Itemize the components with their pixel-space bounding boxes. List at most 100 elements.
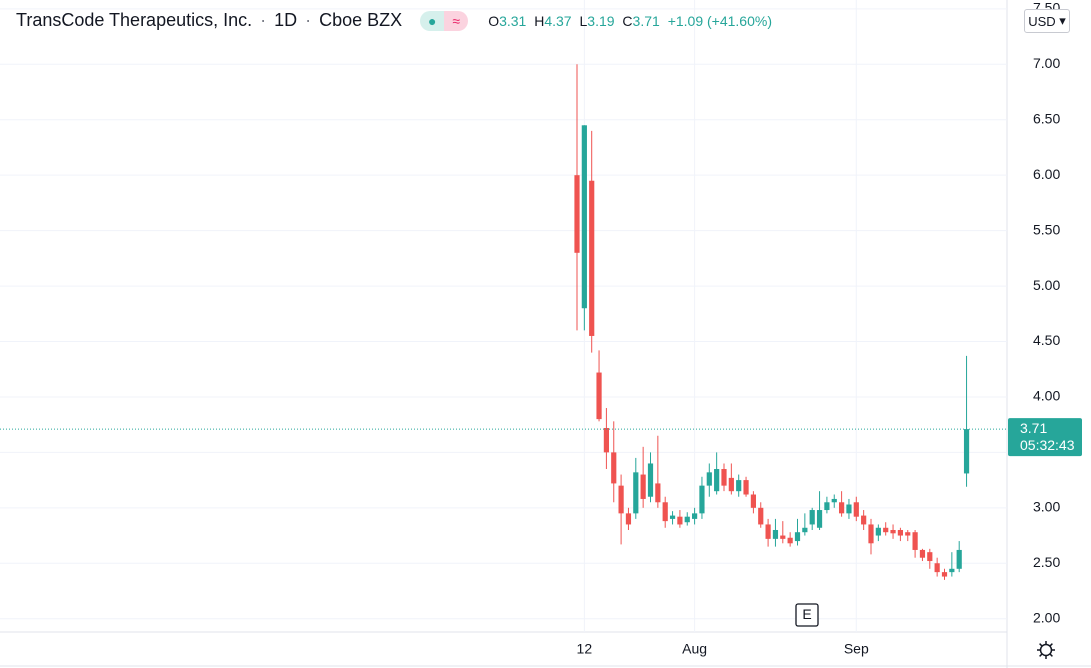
candle-body [706,472,712,486]
y-tick-label: 4.50 [1033,332,1060,348]
candle-body [905,532,911,536]
candle-body [853,502,859,517]
candles [574,64,970,580]
y-tick-label: 6.00 [1033,166,1060,182]
candle-body [596,372,602,420]
y-tick-label: 2.50 [1033,554,1060,570]
candle-body [949,568,955,573]
candle-body [662,502,668,522]
separator: · [305,10,312,30]
settings-icon[interactable] [1037,641,1055,659]
symbol-title: TransCode Therapeutics, Inc. [16,10,253,30]
y-tick-label: 5.50 [1033,221,1060,237]
candle-body [765,524,771,539]
candle-body [625,513,632,525]
ohlc-key: L [579,12,588,29]
ohlc-key: C [622,12,633,29]
x-tick-label: 12 [577,641,593,657]
separator: · [260,10,267,30]
ohlc-value: 3.31 [499,12,527,29]
candle-body [802,527,808,533]
delayed-icon[interactable]: ≈ [444,10,469,31]
currency-button[interactable]: USD ▾ [1024,9,1070,33]
candle-body [736,480,742,492]
candle-body [934,563,940,573]
y-tick-label: 5.00 [1033,277,1060,293]
candle-body [640,474,646,499]
x-tick-label: Sep [844,641,869,657]
candle-body [861,515,867,525]
ohlc-value: 3.71 [632,12,660,29]
ohlc-key: O [488,12,500,29]
y-tick-label: 6.50 [1033,110,1060,126]
candle-body [677,516,683,525]
change: +1.09 (+41.60%) [667,12,772,29]
earnings-marker[interactable]: E [795,603,819,627]
candle-body [618,485,624,514]
candle-body [758,507,764,525]
candle-body [589,180,595,336]
candle-body [868,524,874,544]
candle-body [890,529,896,534]
candle-body [743,480,749,495]
candle-body [941,572,948,577]
candle-body [772,529,779,539]
candle-body [897,529,903,536]
grid [0,0,1007,632]
candle-body [581,125,587,309]
candle-body [780,535,786,539]
last-price-label: 3.71 [1020,420,1047,436]
candle-body [699,485,705,514]
candle-body [787,537,793,544]
candle-body [750,494,756,508]
candle-body [794,532,801,542]
candle-body [669,515,676,519]
exchange: Cboe BZX [319,10,403,30]
last-price-tag [1008,418,1082,457]
y-tick-label: 3.00 [1033,499,1060,515]
candle-body [692,513,698,519]
y-tick-label: 7.00 [1033,55,1060,71]
ohlc-value: 3.19 [587,12,615,29]
candle-body [839,502,845,514]
candle-body [728,477,734,492]
ohlc-key: H [534,12,545,29]
status-pills[interactable]: ● ≈ [420,10,469,31]
ohlc-legend: O3.31 H4.37 L3.19 C3.71 +1.09 (+41.60%) [488,13,776,29]
x-tick-label: Aug [682,641,707,657]
candle-body [714,469,720,492]
candle-body [912,532,918,550]
candle-body [633,472,639,514]
candle-body [846,504,852,514]
currency-label[interactable]: USD [1028,13,1056,29]
interval[interactable]: 1D [274,10,298,30]
candle-body [883,527,889,533]
header: TransCode Therapeutics, Inc. · 1D · Cboe… [16,10,776,31]
candle-body [919,549,926,558]
candle-body [927,552,933,562]
earnings-label[interactable]: E [802,606,811,622]
candle-body [574,175,580,253]
candle-body [603,427,609,453]
candle-body [611,452,617,484]
market-open-icon[interactable]: ● [420,10,445,31]
candle-body [721,469,727,486]
candle-body [655,483,661,503]
earnings-box[interactable] [795,603,819,627]
gear[interactable] [1039,643,1053,657]
countdown-label: 05:32:43 [1020,437,1075,453]
candle-body [684,516,690,523]
candle-body [824,502,830,511]
candle-body [875,527,881,536]
y-tick-label: 4.00 [1033,388,1060,404]
candle-body [647,463,654,497]
candle-body [956,549,962,569]
candle-body [963,429,970,474]
y-tick-label: 2.00 [1033,609,1060,625]
candle-body [809,510,815,525]
gear-teeth[interactable] [1037,641,1055,659]
candle-body [831,498,837,503]
